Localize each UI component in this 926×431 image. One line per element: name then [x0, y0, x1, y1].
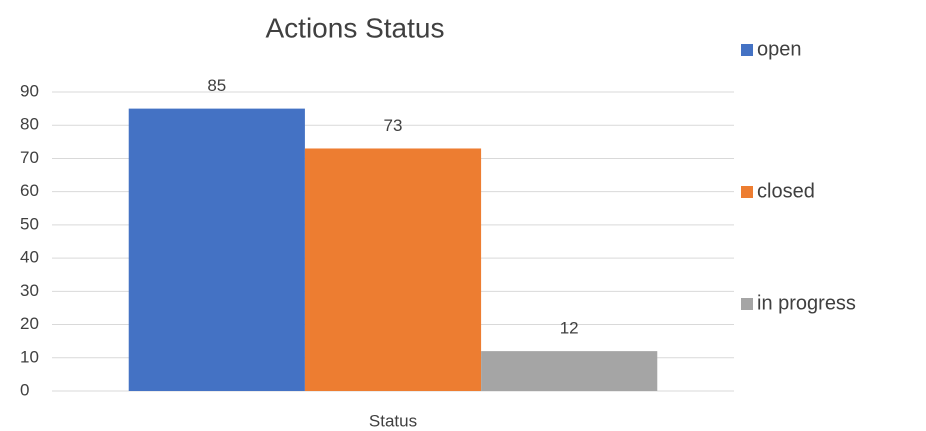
legend-swatch	[741, 186, 753, 198]
data-label: 85	[207, 76, 226, 95]
y-tick-label: 50	[20, 214, 39, 233]
legend-swatch	[741, 298, 753, 310]
y-tick-label: 0	[20, 380, 29, 399]
y-tick-label: 60	[20, 181, 39, 200]
legend-swatch	[741, 44, 753, 56]
y-tick-label: 10	[20, 347, 39, 366]
x-tick-label: Status	[369, 411, 417, 430]
y-tick-label: 40	[20, 248, 39, 267]
y-tick-label: 80	[20, 115, 39, 134]
bar	[481, 351, 658, 391]
legend-label: in progress	[757, 292, 856, 314]
legend-label: closed	[757, 180, 815, 202]
y-tick-label: 20	[20, 314, 39, 333]
data-label: 73	[384, 116, 403, 135]
legend-label: open	[757, 38, 802, 60]
y-tick-label: 30	[20, 281, 39, 300]
y-tick-label: 70	[20, 148, 39, 167]
bar	[304, 148, 482, 391]
chart-title: Actions Status	[266, 12, 445, 43]
data-label: 12	[560, 319, 579, 338]
bar	[128, 108, 305, 391]
y-tick-label: 90	[20, 81, 39, 100]
